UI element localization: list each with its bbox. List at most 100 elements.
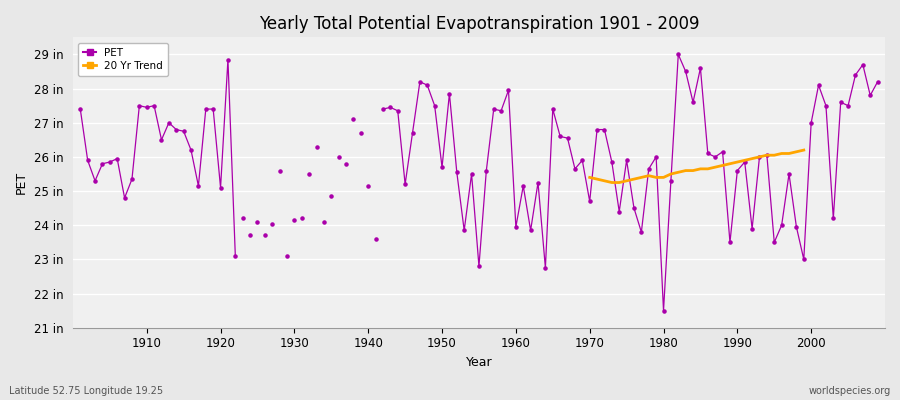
Point — [132, 102, 147, 109]
Point — [413, 78, 428, 85]
Point — [804, 120, 818, 126]
Point — [796, 256, 811, 262]
Point — [634, 229, 649, 235]
Point — [723, 239, 737, 246]
Point — [405, 130, 419, 136]
Point — [708, 154, 723, 160]
Point — [472, 263, 486, 270]
Point — [95, 160, 110, 167]
Point — [553, 133, 567, 140]
Point — [598, 126, 612, 133]
Point — [294, 215, 309, 222]
Point — [545, 106, 560, 112]
Point — [494, 108, 508, 114]
Point — [819, 102, 833, 109]
Point — [826, 215, 841, 222]
Point — [117, 195, 131, 201]
Point — [575, 157, 590, 164]
Point — [346, 116, 361, 122]
Point — [479, 167, 493, 174]
Title: Yearly Total Potential Evapotranspiration 1901 - 2009: Yearly Total Potential Evapotranspiratio… — [258, 15, 699, 33]
Point — [206, 106, 220, 112]
Point — [391, 108, 405, 114]
Point — [317, 219, 331, 225]
Legend: PET, 20 Yr Trend: PET, 20 Yr Trend — [78, 42, 168, 76]
Point — [213, 184, 228, 191]
Point — [228, 253, 242, 259]
Text: worldspecies.org: worldspecies.org — [809, 386, 891, 396]
Point — [487, 106, 501, 112]
Point — [612, 208, 626, 215]
Point — [568, 166, 582, 172]
Point — [767, 239, 781, 246]
Point — [199, 106, 213, 112]
Point — [737, 159, 751, 165]
Point — [176, 128, 191, 134]
Point — [782, 171, 796, 177]
Point — [73, 106, 87, 112]
Point — [250, 219, 265, 225]
Point — [582, 198, 597, 204]
Point — [280, 253, 294, 259]
Point — [649, 154, 663, 160]
Point — [760, 152, 774, 158]
Point — [686, 99, 700, 106]
Point — [789, 224, 804, 230]
X-axis label: Year: Year — [465, 356, 492, 369]
Point — [442, 90, 456, 97]
Point — [243, 232, 257, 239]
Point — [420, 82, 435, 88]
Point — [169, 126, 184, 133]
Point — [671, 51, 686, 58]
Point — [236, 215, 250, 222]
Point — [184, 147, 198, 153]
Point — [450, 169, 464, 176]
Point — [287, 217, 302, 223]
Point — [516, 183, 530, 189]
Point — [656, 308, 670, 314]
Point — [833, 99, 848, 106]
Point — [88, 178, 103, 184]
Point — [663, 178, 678, 184]
Point — [561, 135, 575, 141]
Point — [870, 78, 885, 85]
Point — [524, 227, 538, 234]
Point — [679, 68, 693, 75]
Point — [302, 171, 316, 177]
Point — [191, 183, 205, 189]
Point — [310, 144, 324, 150]
Point — [693, 65, 707, 71]
Point — [376, 106, 391, 112]
Point — [642, 166, 656, 172]
Point — [812, 82, 826, 88]
Point — [257, 232, 272, 239]
Point — [752, 154, 767, 160]
Point — [626, 205, 641, 211]
Point — [730, 167, 744, 174]
Point — [331, 154, 346, 160]
Y-axis label: PET: PET — [15, 171, 28, 194]
Point — [265, 220, 279, 227]
Point — [700, 150, 715, 157]
Text: Latitude 52.75 Longitude 19.25: Latitude 52.75 Longitude 19.25 — [9, 386, 163, 396]
Point — [457, 227, 472, 234]
Point — [774, 222, 788, 228]
Point — [501, 87, 516, 94]
Point — [273, 167, 287, 174]
Point — [383, 104, 398, 110]
Point — [605, 159, 619, 165]
Point — [140, 104, 154, 110]
Point — [849, 72, 863, 78]
Point — [538, 265, 553, 271]
Point — [716, 148, 730, 155]
Point — [162, 120, 176, 126]
Point — [841, 102, 855, 109]
Point — [324, 193, 338, 199]
Point — [428, 102, 442, 109]
Point — [863, 92, 878, 99]
Point — [435, 164, 449, 170]
Point — [619, 157, 634, 164]
Point — [745, 226, 760, 232]
Point — [368, 236, 382, 242]
Point — [154, 137, 168, 143]
